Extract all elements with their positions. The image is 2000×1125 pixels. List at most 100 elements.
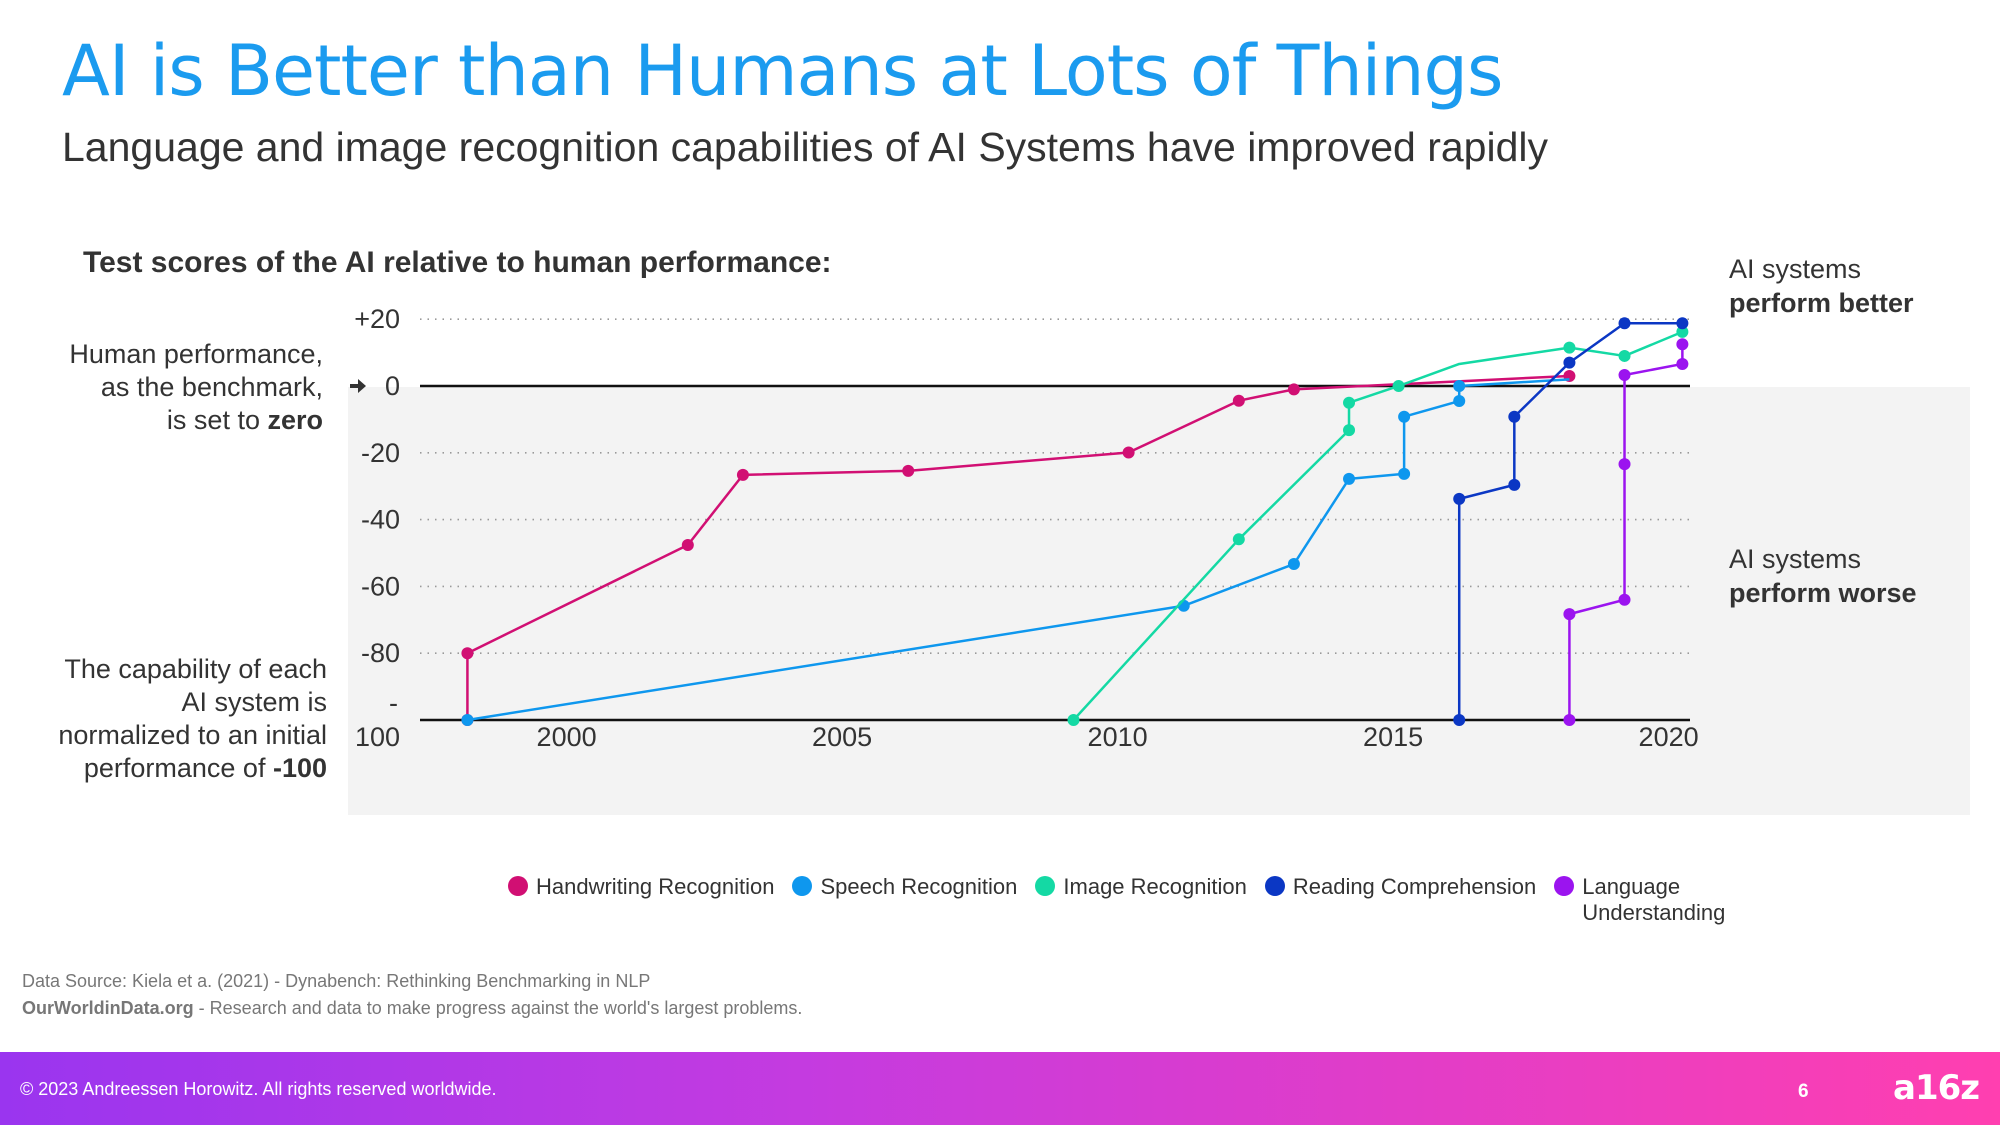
data-point bbox=[1676, 357, 1689, 370]
data-point bbox=[1398, 410, 1411, 423]
note-line: The capability of each bbox=[64, 654, 327, 684]
data-point bbox=[461, 714, 474, 726]
footer-bar bbox=[0, 1052, 2000, 1125]
data-point bbox=[1287, 558, 1300, 571]
data-point bbox=[1563, 714, 1576, 726]
legend-label: Reading Comprehension bbox=[1292, 874, 1537, 899]
y-tick-label: +20 bbox=[354, 304, 400, 334]
data-point bbox=[1343, 472, 1356, 485]
note-line: Human performance, bbox=[69, 339, 323, 369]
x-tick-label: 2020 bbox=[1639, 722, 1699, 752]
data-point bbox=[1343, 424, 1356, 437]
series-image-recognition bbox=[1067, 325, 1689, 726]
data-point bbox=[1563, 341, 1576, 354]
x-tick-label: 2010 bbox=[1088, 722, 1148, 752]
legend-item: Speech Recognition bbox=[792, 874, 1017, 926]
legend-label: Image Recognition bbox=[1063, 874, 1247, 899]
data-point bbox=[1232, 394, 1245, 407]
series-handwriting-recognition bbox=[461, 369, 1576, 726]
benchmark-note: Human performance, as the benchmark, is … bbox=[69, 338, 323, 437]
legend-label: Speech Recognition bbox=[820, 874, 1018, 899]
data-point bbox=[1676, 325, 1689, 338]
y-tick-label: -60 bbox=[361, 571, 400, 601]
data-point bbox=[461, 647, 474, 660]
data-point bbox=[1618, 458, 1631, 471]
owid-link[interactable]: OurWorldinData.org bbox=[22, 998, 194, 1018]
x-tick-label: 2005 bbox=[812, 722, 872, 752]
data-point bbox=[1453, 395, 1466, 408]
arrow-right-icon bbox=[350, 379, 366, 393]
page-number: 6 bbox=[1798, 1081, 1809, 1102]
chart-title: Test scores of the AI relative to human … bbox=[83, 246, 832, 279]
legend: Handwriting Recognition Speech Recognitio… bbox=[508, 874, 1732, 926]
legend-swatch bbox=[1035, 876, 1056, 896]
legend-swatch bbox=[508, 876, 528, 896]
note-line: performance of bbox=[83, 753, 273, 783]
legend-swatch bbox=[1264, 876, 1285, 896]
data-point bbox=[1563, 608, 1576, 621]
series-line bbox=[467, 378, 1570, 722]
data-point bbox=[1618, 349, 1631, 362]
legend-label: Handwriting Recognition bbox=[536, 874, 775, 899]
data-source: Data Source: Kiela et a. (2021) - Dynabe… bbox=[22, 971, 651, 991]
series-line bbox=[1072, 330, 1683, 721]
note-line: normalized to an initial bbox=[58, 720, 327, 750]
data-point bbox=[1618, 368, 1631, 381]
page-title: AI is Better than Humans at Lots of Thin… bbox=[62, 30, 1503, 112]
worse-note: AI systems perform worse bbox=[1729, 542, 1917, 610]
note-line: AI system is bbox=[181, 687, 327, 717]
data-point bbox=[1287, 383, 1300, 396]
legend-item: Image Recognition bbox=[1035, 874, 1247, 926]
data-point bbox=[1453, 714, 1466, 726]
series-language-understanding bbox=[1563, 338, 1689, 726]
copyright: © 2023 Andreessen Horowitz. All rights r… bbox=[20, 1079, 497, 1099]
page-subtitle: Language and image recognition capabilit… bbox=[62, 124, 1548, 170]
data-point bbox=[1398, 467, 1411, 480]
note-bold: -100 bbox=[272, 753, 327, 783]
legend-item: Handwriting Recognition bbox=[508, 874, 774, 926]
data-point bbox=[1067, 714, 1080, 726]
data-point bbox=[1676, 317, 1689, 330]
data-point bbox=[1618, 593, 1631, 606]
x-tick-label: 2000 bbox=[537, 722, 597, 752]
data-point bbox=[1508, 410, 1521, 423]
y-tick-label: 0 bbox=[385, 371, 400, 401]
y-tick-label: 100 bbox=[355, 722, 400, 752]
legend-item: Language Understanding bbox=[1554, 874, 1732, 926]
legend-item: Reading Comprehension bbox=[1264, 874, 1537, 926]
x-tick-label: 2015 bbox=[1363, 722, 1423, 752]
better-note: AI systems perform better bbox=[1729, 252, 1914, 320]
data-point bbox=[902, 464, 915, 477]
legend-swatch bbox=[1554, 876, 1575, 896]
note-bold: perform better bbox=[1729, 288, 1914, 318]
legend-label: Language Understanding bbox=[1582, 874, 1726, 925]
series-line bbox=[1568, 344, 1684, 720]
data-point bbox=[1122, 446, 1135, 459]
series-speech-recognition bbox=[461, 378, 1570, 726]
data-point bbox=[1563, 356, 1576, 369]
note-bold: zero bbox=[267, 405, 323, 435]
below-human-region bbox=[348, 387, 1970, 815]
owid-description: - Research and data to make progress aga… bbox=[193, 998, 803, 1018]
note-line: is set to bbox=[166, 405, 268, 435]
legend-swatch bbox=[792, 876, 813, 896]
data-point bbox=[1232, 533, 1245, 546]
data-point bbox=[1618, 317, 1631, 330]
series-reading-comprehension bbox=[1453, 317, 1689, 726]
a16z-logo: a16z bbox=[1893, 1068, 1980, 1108]
normalized-note: The capability of each AI system is norm… bbox=[58, 653, 327, 785]
y-tick-label: - bbox=[389, 688, 398, 718]
data-point bbox=[736, 468, 749, 481]
data-point bbox=[1392, 380, 1405, 392]
y-tick-label: -20 bbox=[361, 438, 400, 468]
data-point bbox=[1508, 478, 1521, 491]
data-point bbox=[1453, 492, 1466, 505]
note-line: AI systems bbox=[1729, 254, 1862, 284]
note-line: AI systems bbox=[1729, 544, 1862, 574]
data-point bbox=[1453, 380, 1466, 392]
y-tick-label: -40 bbox=[361, 505, 400, 535]
note-line: as the benchmark, bbox=[100, 372, 323, 402]
data-point bbox=[1676, 338, 1689, 351]
data-point bbox=[681, 538, 694, 551]
